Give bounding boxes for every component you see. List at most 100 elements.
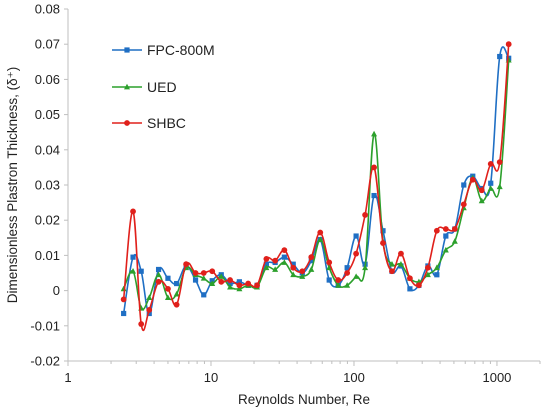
data-point	[424, 271, 431, 278]
y-tick-label: 0.07	[35, 37, 60, 52]
data-point	[380, 240, 386, 246]
x-tick-label: 10	[204, 370, 218, 385]
data-point	[335, 277, 342, 283]
data-point	[173, 290, 180, 297]
data-point	[192, 270, 199, 276]
data-point	[317, 229, 324, 236]
data-point	[209, 280, 216, 286]
data-point	[236, 285, 243, 292]
y-tick-label: 0.01	[35, 248, 60, 263]
data-point	[272, 257, 279, 264]
data-point	[398, 250, 404, 257]
data-point	[146, 307, 153, 313]
data-point	[218, 273, 225, 279]
data-point	[326, 264, 333, 271]
data-point	[362, 212, 368, 218]
data-point	[130, 254, 136, 260]
y-tick-label: -0.02	[30, 354, 60, 369]
data-point	[121, 310, 127, 317]
legend-marker	[124, 47, 130, 53]
data-point	[326, 277, 332, 283]
y-tick-label: -0.01	[30, 318, 60, 333]
data-point	[460, 201, 467, 208]
data-point	[272, 266, 279, 272]
data-point	[130, 268, 137, 274]
y-tick-label: 0	[53, 283, 60, 298]
data-point	[173, 301, 180, 308]
series-shbc	[120, 41, 512, 332]
data-point	[227, 277, 233, 283]
y-tick-label: 0.06	[35, 72, 60, 87]
data-point	[317, 236, 324, 242]
y-tick-label: 0.02	[35, 213, 60, 228]
legend-marker	[124, 120, 130, 126]
data-point	[344, 282, 351, 288]
data-point	[290, 271, 297, 278]
data-point	[146, 294, 153, 301]
data-point	[155, 271, 162, 278]
data-point	[308, 254, 315, 261]
data-point	[496, 159, 503, 166]
legend-label: FPC-800M	[147, 42, 215, 58]
data-point	[155, 278, 162, 285]
data-point	[335, 282, 342, 288]
data-point	[290, 261, 296, 267]
data-point	[146, 310, 152, 317]
legend-label: UED	[147, 79, 177, 95]
data-point	[263, 256, 270, 262]
data-point	[209, 268, 216, 275]
data-point	[227, 280, 233, 287]
x-tick-label: 1	[64, 370, 71, 385]
data-point	[281, 259, 288, 265]
x-axis-title: Reynolds Number, Re	[238, 392, 370, 407]
data-point	[245, 280, 252, 287]
data-point	[236, 282, 243, 289]
legend-label: SHBC	[147, 115, 186, 131]
data-point	[299, 273, 306, 279]
x-tick-label: 100	[343, 370, 365, 385]
data-point	[174, 280, 180, 287]
data-point	[505, 41, 512, 48]
data-point	[371, 164, 377, 171]
data-point	[443, 233, 449, 239]
data-point	[461, 182, 467, 188]
y-tick-label: 0.04	[35, 142, 60, 157]
data-point	[130, 208, 136, 215]
legend: FPC-800M UED SHBC	[112, 42, 215, 131]
data-point	[201, 292, 207, 298]
data-point	[155, 266, 162, 273]
data-point	[442, 246, 449, 253]
data-point	[326, 259, 333, 266]
data-point	[281, 254, 287, 260]
data-point	[442, 226, 449, 232]
data-point	[138, 268, 144, 274]
data-point	[165, 285, 171, 292]
data-point	[389, 268, 395, 275]
data-point	[183, 261, 190, 268]
data-point	[236, 279, 242, 285]
data-point	[487, 160, 494, 167]
data-point	[397, 261, 404, 267]
data-point	[192, 277, 199, 283]
data-point	[120, 296, 127, 303]
x-tick-label: 1000	[482, 370, 511, 385]
y-tick-label: 0.03	[35, 178, 60, 193]
data-point	[451, 226, 458, 232]
y-tick-label: 0.08	[35, 2, 60, 17]
data-point	[478, 187, 485, 194]
data-point	[433, 264, 440, 271]
data-point	[263, 261, 269, 267]
data-point	[451, 238, 458, 244]
data-point	[200, 275, 207, 281]
data-point	[388, 261, 395, 267]
axes: -0.02 -0.01 0 0.01 0.02 0.03 0.04 0.05 0.06 0.07 0…	[30, 2, 541, 385]
data-point	[344, 270, 351, 276]
data-point	[407, 275, 413, 282]
data-point	[478, 197, 485, 204]
data-point	[434, 272, 440, 278]
data-point	[371, 192, 377, 199]
data-point	[415, 282, 422, 289]
data-point	[469, 176, 476, 183]
